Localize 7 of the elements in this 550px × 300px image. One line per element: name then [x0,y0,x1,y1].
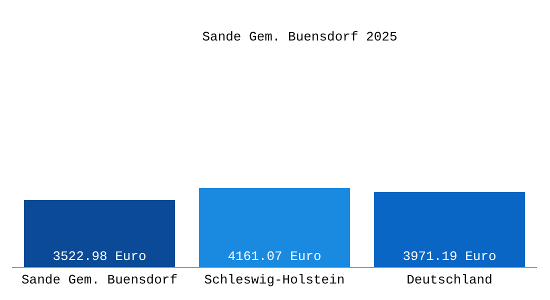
x-tick-label: Sande Gem. Buensdorf [21,272,178,288]
data-label: 3971.19 Euro [402,248,496,264]
x-tick-label: Schleswig-Holstein [204,272,345,288]
chart-title: Sande Gem. Buensdorf 2025 [202,30,398,45]
data-label: 3522.98 Euro [52,248,146,264]
data-label: 4161.07 Euro [228,248,322,264]
x-tick-label: Deutschland [406,272,492,288]
